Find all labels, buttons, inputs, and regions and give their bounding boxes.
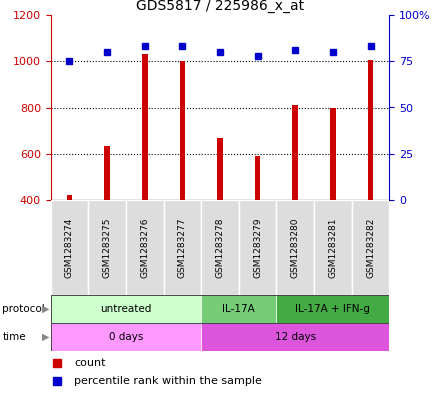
- Text: GSM1283277: GSM1283277: [178, 217, 187, 278]
- Bar: [201, 295, 276, 323]
- Bar: [88, 200, 126, 295]
- Text: GSM1283274: GSM1283274: [65, 217, 74, 278]
- Bar: [330, 108, 336, 200]
- Bar: [201, 200, 239, 295]
- Text: IL-17A + IFN-g: IL-17A + IFN-g: [296, 304, 370, 314]
- Bar: [293, 105, 298, 200]
- Bar: [276, 200, 314, 295]
- Bar: [217, 138, 223, 200]
- Bar: [164, 200, 201, 295]
- Text: GSM1283275: GSM1283275: [103, 217, 112, 278]
- Text: GSM1283276: GSM1283276: [140, 217, 149, 278]
- Bar: [352, 200, 389, 295]
- Text: GSM1283278: GSM1283278: [216, 217, 224, 278]
- Text: GSM1283280: GSM1283280: [291, 217, 300, 278]
- Bar: [201, 323, 389, 351]
- Bar: [51, 200, 88, 295]
- Bar: [104, 146, 110, 200]
- Text: ▶: ▶: [42, 304, 49, 314]
- Bar: [66, 195, 72, 200]
- Text: GSM1283279: GSM1283279: [253, 217, 262, 278]
- Text: protocol: protocol: [2, 304, 45, 314]
- Bar: [51, 295, 201, 323]
- Title: GDS5817 / 225986_x_at: GDS5817 / 225986_x_at: [136, 0, 304, 13]
- Text: IL-17A: IL-17A: [223, 304, 255, 314]
- Text: percentile rank within the sample: percentile rank within the sample: [74, 376, 262, 386]
- Bar: [276, 295, 389, 323]
- Bar: [255, 156, 260, 200]
- Bar: [314, 200, 352, 295]
- Text: count: count: [74, 358, 106, 368]
- Text: untreated: untreated: [100, 304, 151, 314]
- Bar: [180, 61, 185, 200]
- Text: 12 days: 12 days: [275, 332, 316, 342]
- Text: GSM1283281: GSM1283281: [328, 217, 337, 278]
- Bar: [239, 200, 276, 295]
- Bar: [126, 200, 164, 295]
- Text: ▶: ▶: [42, 332, 49, 342]
- Text: GSM1283282: GSM1283282: [366, 217, 375, 278]
- Text: time: time: [2, 332, 26, 342]
- Bar: [142, 54, 147, 200]
- Bar: [368, 60, 374, 200]
- Bar: [51, 323, 201, 351]
- Text: 0 days: 0 days: [109, 332, 143, 342]
